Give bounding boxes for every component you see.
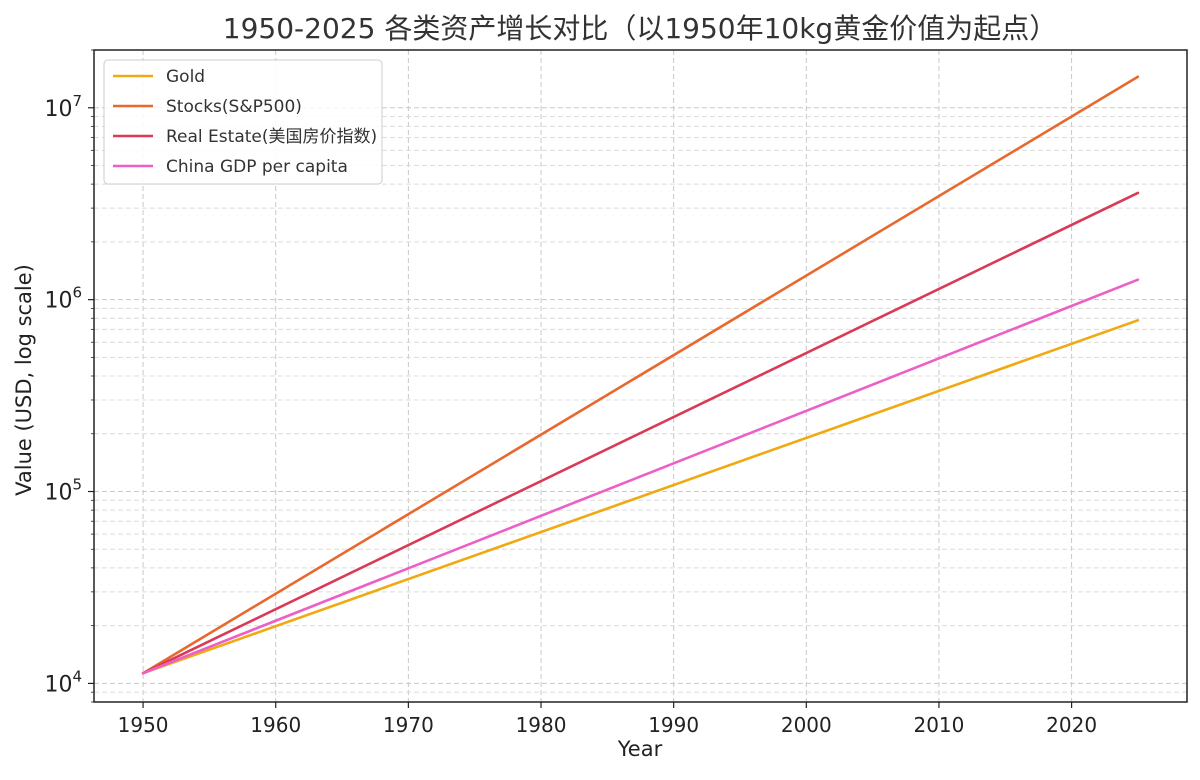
series-line — [141, 318, 1140, 675]
series-line — [141, 191, 1140, 675]
legend-label: Gold — [166, 67, 205, 87]
y-tick-label: 105 — [44, 476, 82, 506]
y-tick-label: 104 — [44, 667, 82, 697]
x-tick-label: 2010 — [913, 713, 964, 737]
x-tick-label: 1950 — [118, 713, 169, 737]
series-lines — [141, 75, 1140, 675]
legend: Gold Stocks(S&P500) Real Estate(美国房价指数) Chi… — [103, 59, 383, 185]
series-line — [141, 75, 1140, 675]
legend-label: Real Estate(美国房价指数) — [166, 127, 377, 147]
x-axis-label: Year — [617, 737, 663, 761]
x-tick-label: 1980 — [516, 713, 567, 737]
chart-title: 1950-2025 各类资产增长对比（以1950年10kg黄金价值为起点） — [223, 12, 1057, 45]
x-tick-label: 1990 — [648, 713, 699, 737]
y-tick-label: 107 — [44, 92, 82, 122]
legend-label: China GDP per capita — [166, 157, 348, 177]
axis-ticks: 1950 1960 1970 1980 1990 2000 2010 2020 104 105 10… — [44, 49, 1097, 737]
series-line — [141, 278, 1140, 675]
y-axis-label: Value (USD, log scale) — [12, 264, 36, 496]
legend-label: Stocks(S&P500) — [166, 97, 302, 117]
x-tick-label: 1970 — [383, 713, 434, 737]
y-tick-label: 106 — [44, 284, 82, 314]
x-tick-label: 2000 — [781, 713, 832, 737]
x-tick-label: 1960 — [250, 713, 301, 737]
legend-box — [103, 59, 383, 185]
x-tick-label: 2020 — [1046, 713, 1097, 737]
